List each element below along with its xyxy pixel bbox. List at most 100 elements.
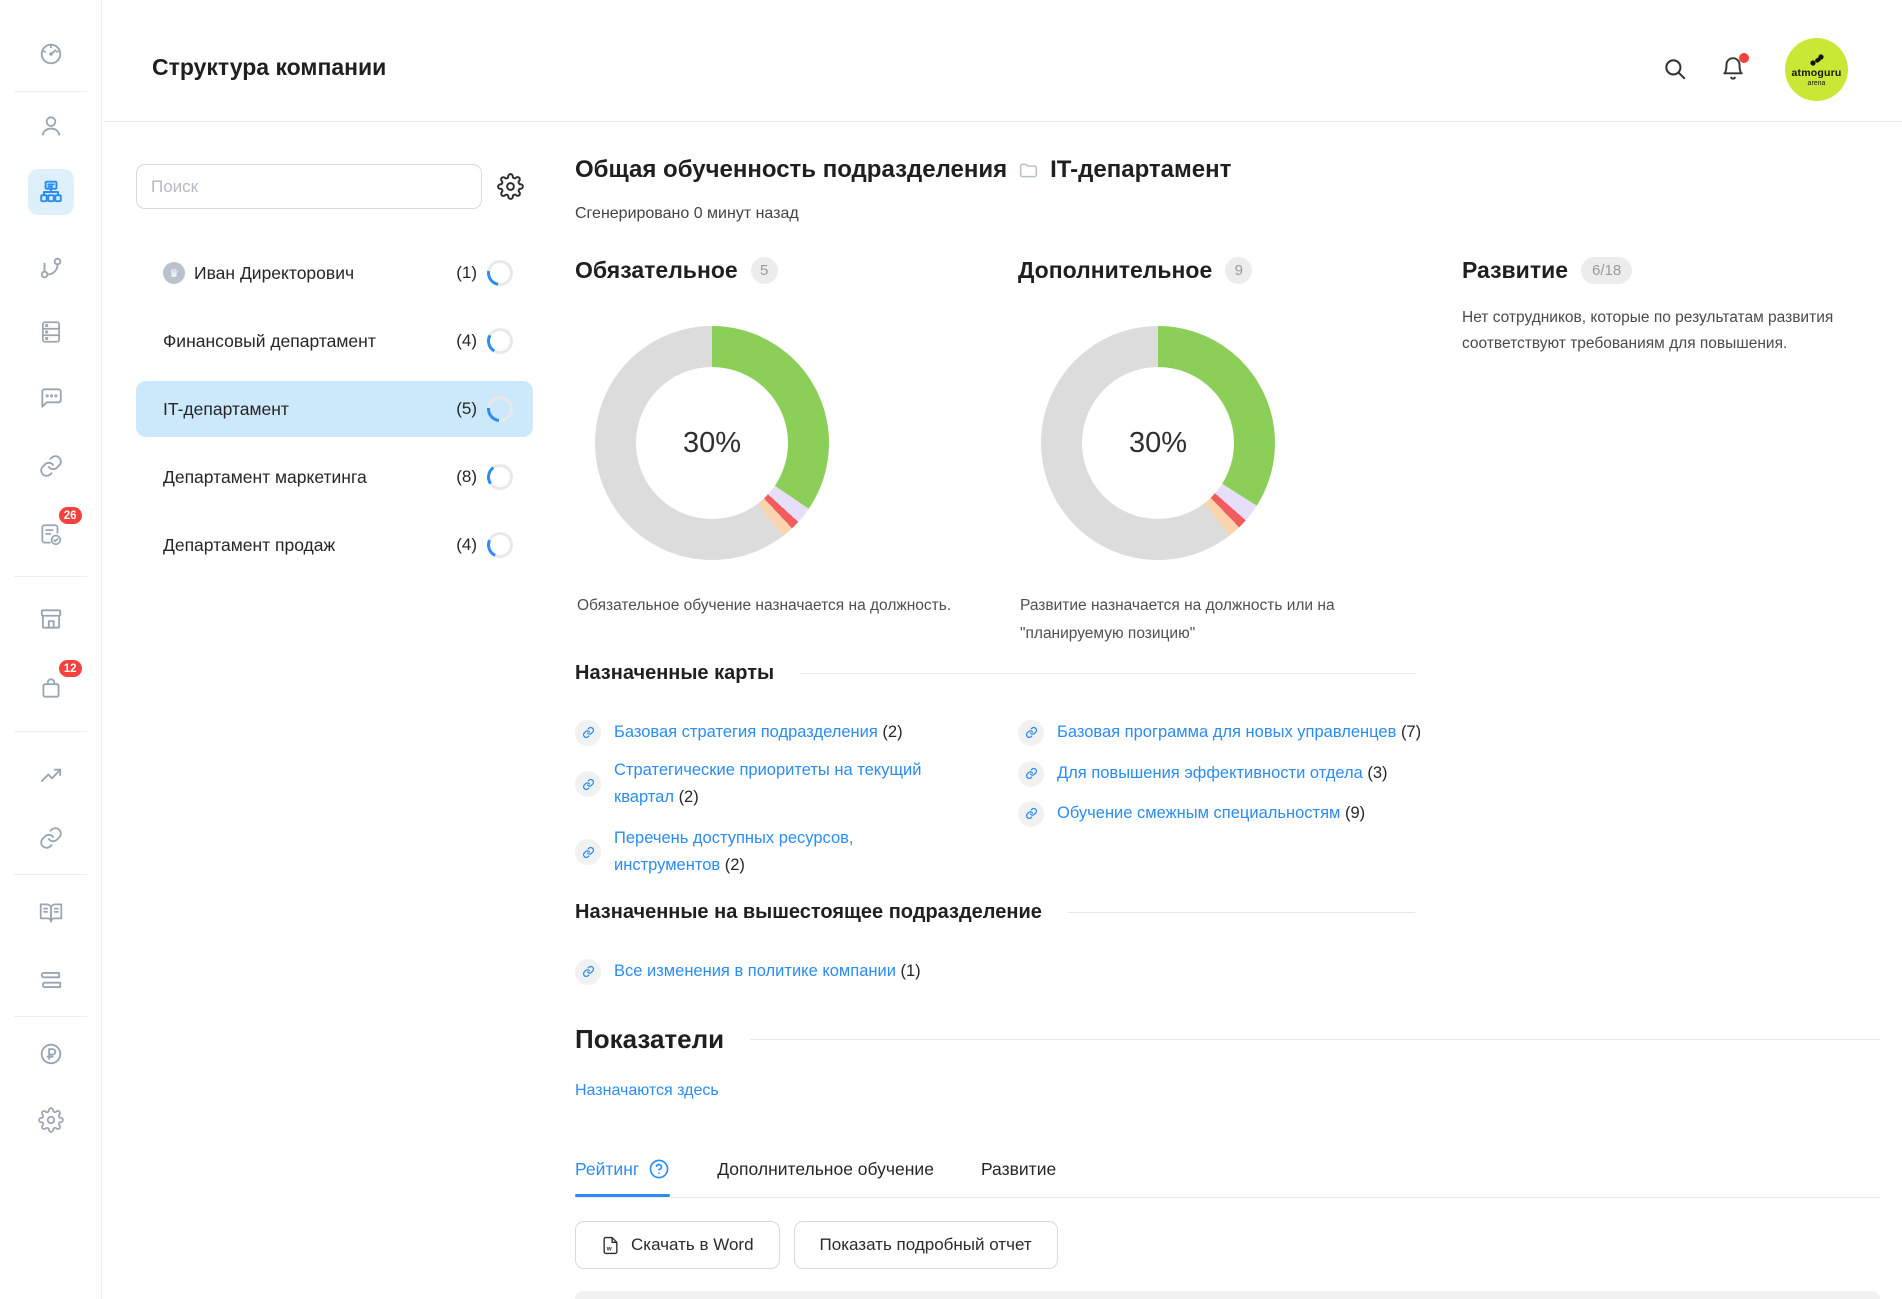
department-tree: ♛ Иван Директорович (1) Финансовый департ… [136, 245, 533, 585]
svg-text:w: w [606, 1245, 612, 1252]
table-header-strip [575, 1291, 1880, 1299]
tree-item-it[interactable]: IT-департамент (5) [136, 381, 533, 437]
chain-icon [582, 965, 594, 978]
rail-divider [14, 731, 87, 732]
development-count-badge: 6/18 [1581, 257, 1633, 284]
report-tabs: Рейтинг Дополнительное обучение Развитие [575, 1158, 1056, 1180]
store-icon[interactable] [28, 596, 74, 642]
link-icon[interactable] [28, 443, 74, 489]
git-branch-icon[interactable] [28, 245, 74, 291]
loading-spinner [484, 325, 516, 357]
library-icon[interactable] [28, 957, 74, 1003]
chain-icon [1025, 726, 1037, 739]
download-word-button[interactable]: w Скачать в Word [575, 1221, 780, 1269]
tree-item-label: Департамент маркетинга [163, 466, 367, 487]
tree-item-label: Иван Директорович [194, 262, 355, 283]
generated-timestamp: Сгенерировано 0 минут назад [575, 205, 799, 222]
tree-item-sales[interactable]: Департамент продаж (4) [136, 517, 533, 573]
report-title-text: Общая обученность подразделения [575, 156, 1008, 183]
chain-icon [582, 778, 594, 790]
word-file-icon: w [603, 1236, 618, 1254]
notifications-bell-icon[interactable] [1718, 53, 1749, 84]
registry-icon[interactable] [28, 309, 74, 355]
tab-rating[interactable]: Рейтинг [575, 1158, 670, 1180]
tab-development[interactable]: Развитие [980, 1158, 1057, 1179]
tabs-baseline [575, 1197, 1880, 1198]
avatar-brand-subtext: arena [1807, 79, 1826, 87]
assigned-maps-header: Назначенные карты [575, 662, 1415, 685]
notification-dot [1739, 53, 1749, 63]
additional-donut-chart: 30% [1041, 326, 1275, 560]
header-divider [103, 121, 1902, 122]
map-link[interactable]: Обучение смежным специальностям (9) [1018, 800, 1438, 827]
active-tab-underline [575, 1194, 670, 1197]
tree-item-count: (4) [456, 535, 477, 554]
nav-rail: 26 12 [0, 0, 102, 1299]
tree-item-count: (8) [456, 467, 477, 486]
tasks-badge: 26 [56, 505, 84, 526]
loading-spinner [484, 461, 516, 493]
tab-additional-training[interactable]: Дополнительное обучение [717, 1158, 934, 1179]
search-icon[interactable] [1660, 54, 1690, 84]
parent-assigned-header: Назначенные на вышестоящее подразделение [575, 901, 1415, 924]
chain-icon [582, 846, 594, 858]
mandatory-count-badge: 5 [750, 257, 778, 284]
additional-caption: Развитие назначается на должность или на… [1020, 597, 1335, 642]
tasks-icon[interactable]: 26 [28, 505, 84, 558]
additional-section-title: Дополнительное 9 [1018, 257, 1253, 284]
show-detailed-report-button[interactable]: Показать подробный отчет [793, 1221, 1058, 1269]
billing-ruble-icon[interactable] [28, 1031, 74, 1077]
tree-item-label: IT-департамент [163, 398, 289, 419]
map-link[interactable]: Для повышения эффективности отдела (3) [1018, 760, 1438, 787]
help-circle-icon [649, 1159, 669, 1179]
mandatory-caption: Обязательное обучение назначается на дол… [577, 597, 952, 614]
chain-icon [1025, 767, 1037, 780]
loading-spinner [483, 528, 517, 562]
tree-item-count: (1) [456, 263, 477, 282]
tree-item-finance[interactable]: Финансовый департамент (4) [136, 313, 533, 369]
tree-item-marketing[interactable]: Департамент маркетинга (8) [136, 449, 533, 505]
mandatory-section-title: Обязательное 5 [575, 257, 778, 284]
report-department-name: IT-департамент [1050, 156, 1232, 183]
development-empty-text: Нет сотрудников, которые по результатам … [1462, 309, 1834, 352]
assigned-here-link[interactable]: Назначаются здесь [575, 1082, 719, 1099]
rail-divider [14, 1016, 87, 1017]
page-title: Структура компании [152, 54, 387, 80]
cart-icon[interactable]: 12 [28, 658, 84, 711]
avatar[interactable]: atmoguru arena [1785, 38, 1848, 101]
map-link[interactable]: Базовая стратегия подразделения (2) [575, 719, 975, 746]
tree-item-director[interactable]: ♛ Иван Директорович (1) [136, 245, 533, 301]
report-title: Общая обученность подразделения IT-депар… [575, 156, 1231, 184]
settings-icon[interactable] [28, 1097, 74, 1143]
rail-divider [14, 576, 87, 577]
knowledge-base-icon[interactable] [28, 890, 74, 936]
map-link[interactable]: Базовая программа для новых управленцев … [1018, 719, 1438, 746]
tree-item-count: (5) [456, 399, 477, 418]
additional-percent: 30% [1128, 426, 1188, 459]
dashboard-icon[interactable] [28, 31, 74, 77]
integrations-link-icon[interactable] [28, 815, 74, 861]
analytics-icon[interactable] [28, 751, 74, 797]
loading-spinner [481, 390, 519, 428]
indicators-header: Показатели [575, 1024, 1880, 1055]
report-actions: w Скачать в Word Показать подробный отче… [575, 1221, 1058, 1269]
org-structure-icon[interactable] [27, 169, 74, 215]
mandatory-donut-chart: 30% [595, 326, 829, 560]
chain-icon [582, 726, 594, 739]
loading-spinner [481, 254, 519, 292]
chain-icon [1025, 807, 1037, 820]
profile-icon[interactable] [28, 103, 74, 149]
chat-icon[interactable] [28, 375, 74, 421]
development-section-title: Развитие 6/18 [1462, 257, 1633, 284]
cart-badge: 12 [56, 658, 84, 679]
map-link[interactable]: Перечень доступных ресурсов, инструменто… [575, 825, 885, 879]
tree-item-count: (4) [456, 331, 477, 350]
tree-settings-gear-icon[interactable] [496, 172, 524, 200]
map-link[interactable]: Все изменения в политике компании (1) [575, 958, 995, 985]
search-input[interactable] [136, 164, 482, 209]
map-link[interactable]: Стратегические приоритеты на текущий ква… [575, 757, 940, 811]
rail-divider [14, 91, 87, 92]
crown-icon: ♛ [163, 262, 185, 284]
avatar-brand-text: atmoguru [1791, 66, 1842, 79]
